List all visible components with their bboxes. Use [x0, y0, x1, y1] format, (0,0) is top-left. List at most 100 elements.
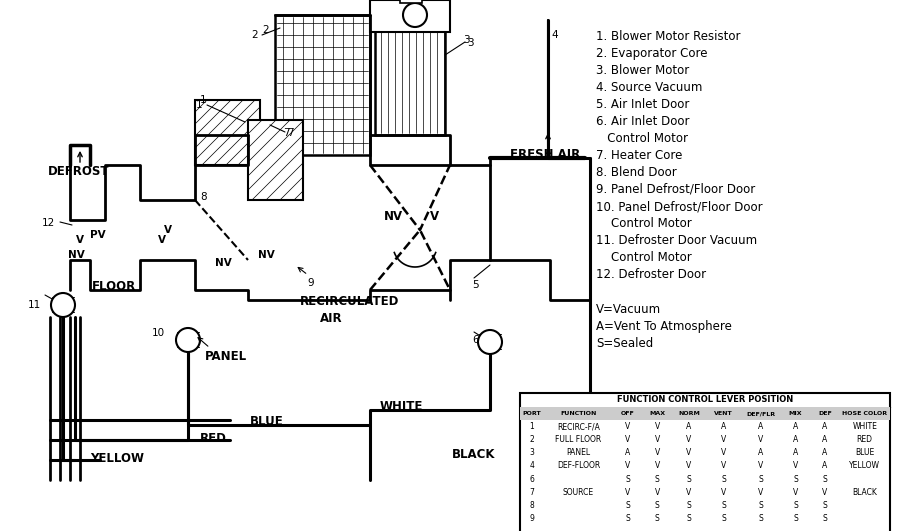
- Circle shape: [51, 293, 75, 317]
- Text: S: S: [687, 501, 692, 510]
- Text: 9: 9: [529, 514, 535, 523]
- Bar: [195, 100, 260, 165]
- Text: Control Motor: Control Motor: [596, 217, 692, 230]
- Text: V: V: [76, 235, 84, 245]
- Text: S: S: [687, 514, 692, 523]
- Text: YELLOW: YELLOW: [849, 461, 880, 470]
- Text: V: V: [686, 461, 692, 470]
- Text: Control Motor: Control Motor: [596, 132, 688, 145]
- Text: RED: RED: [857, 435, 873, 444]
- Text: MAX: MAX: [649, 411, 666, 416]
- Text: NORM: NORM: [678, 411, 700, 416]
- Text: YELLOW: YELLOW: [90, 452, 144, 465]
- Text: 7. Heater Core: 7. Heater Core: [596, 149, 683, 162]
- Text: 11. Defroster Door Vacuum: 11. Defroster Door Vacuum: [596, 234, 757, 247]
- Text: OFF: OFF: [621, 411, 635, 416]
- Text: WHITE: WHITE: [380, 400, 423, 413]
- Text: A: A: [625, 448, 631, 457]
- Text: BLACK: BLACK: [852, 487, 877, 496]
- Text: V: V: [655, 435, 659, 444]
- Text: 11: 11: [28, 300, 41, 310]
- Text: A: A: [758, 422, 763, 431]
- Text: DEF: DEF: [818, 411, 832, 416]
- Text: RECIRC-F/A: RECIRC-F/A: [557, 422, 600, 431]
- Text: Control Motor: Control Motor: [596, 251, 692, 264]
- Text: FUNCTION CONTROL LEVER POSITION: FUNCTION CONTROL LEVER POSITION: [617, 396, 793, 405]
- Bar: [520, 393, 890, 531]
- Text: SOURCE: SOURCE: [563, 487, 594, 496]
- Text: A: A: [793, 422, 798, 431]
- Text: 1: 1: [196, 100, 202, 110]
- Text: 2: 2: [262, 25, 268, 35]
- Circle shape: [478, 330, 502, 354]
- Bar: [275, 15, 370, 155]
- Text: 8: 8: [200, 192, 206, 202]
- Text: V: V: [158, 235, 166, 245]
- Text: 4. Source Vacuum: 4. Source Vacuum: [596, 81, 702, 94]
- Text: 6. Air Inlet Door: 6. Air Inlet Door: [596, 115, 690, 128]
- Text: PANEL: PANEL: [567, 448, 590, 457]
- Text: A: A: [793, 448, 798, 457]
- Text: S: S: [793, 501, 797, 510]
- Text: V: V: [655, 487, 659, 496]
- Text: S: S: [721, 501, 726, 510]
- Text: A: A: [758, 448, 763, 457]
- Text: S: S: [625, 514, 631, 523]
- Text: S: S: [793, 475, 797, 484]
- Text: VENT: VENT: [714, 411, 733, 416]
- Text: V: V: [793, 461, 798, 470]
- Text: 3. Blower Motor: 3. Blower Motor: [596, 64, 689, 77]
- Text: V: V: [721, 487, 727, 496]
- Text: S: S: [625, 501, 631, 510]
- Text: S: S: [655, 501, 659, 510]
- Text: S: S: [759, 501, 763, 510]
- Text: V: V: [655, 448, 659, 457]
- Text: 3: 3: [467, 38, 474, 48]
- Text: S: S: [793, 514, 797, 523]
- Text: V: V: [430, 210, 440, 223]
- Text: 12. Defroster Door: 12. Defroster Door: [596, 268, 706, 281]
- Text: S=Sealed: S=Sealed: [596, 337, 653, 350]
- Text: DEF-FLOOR: DEF-FLOOR: [557, 461, 600, 470]
- Text: S: S: [759, 475, 763, 484]
- Text: S: S: [823, 501, 827, 510]
- Text: S: S: [721, 475, 726, 484]
- Text: V: V: [823, 487, 827, 496]
- Text: V: V: [625, 435, 631, 444]
- Text: 3: 3: [463, 35, 470, 45]
- Circle shape: [176, 328, 200, 352]
- Circle shape: [403, 3, 427, 27]
- Text: 7: 7: [529, 487, 535, 496]
- Text: 2: 2: [251, 30, 258, 40]
- Text: A: A: [686, 422, 692, 431]
- Text: NV: NV: [258, 250, 274, 260]
- Text: FULL FLOOR: FULL FLOOR: [555, 435, 602, 444]
- Text: A: A: [793, 435, 798, 444]
- Text: S: S: [625, 475, 631, 484]
- Text: 6: 6: [472, 335, 479, 345]
- Text: 9. Panel Defrost/Floor Door: 9. Panel Defrost/Floor Door: [596, 183, 755, 196]
- Text: V=Vacuum: V=Vacuum: [596, 303, 661, 316]
- Text: S: S: [687, 475, 692, 484]
- Text: A: A: [823, 422, 827, 431]
- Text: BLUE: BLUE: [250, 415, 283, 428]
- Text: V: V: [686, 448, 692, 457]
- Text: NV: NV: [215, 258, 231, 268]
- Bar: [370, 0, 450, 32]
- Text: MIX: MIX: [788, 411, 802, 416]
- Text: S: S: [759, 514, 763, 523]
- Text: V: V: [721, 448, 727, 457]
- Text: V: V: [758, 435, 763, 444]
- Text: 2: 2: [529, 435, 535, 444]
- Text: V: V: [686, 487, 692, 496]
- Text: V: V: [758, 487, 763, 496]
- Text: DEFROST: DEFROST: [48, 165, 109, 178]
- Text: S: S: [655, 475, 659, 484]
- Text: AIR: AIR: [320, 312, 343, 325]
- Text: PV: PV: [91, 230, 106, 240]
- Text: V: V: [625, 461, 631, 470]
- Text: PANEL: PANEL: [205, 350, 248, 363]
- Text: 1: 1: [200, 95, 206, 105]
- Text: 4: 4: [529, 461, 535, 470]
- Bar: [400, 0, 422, 3]
